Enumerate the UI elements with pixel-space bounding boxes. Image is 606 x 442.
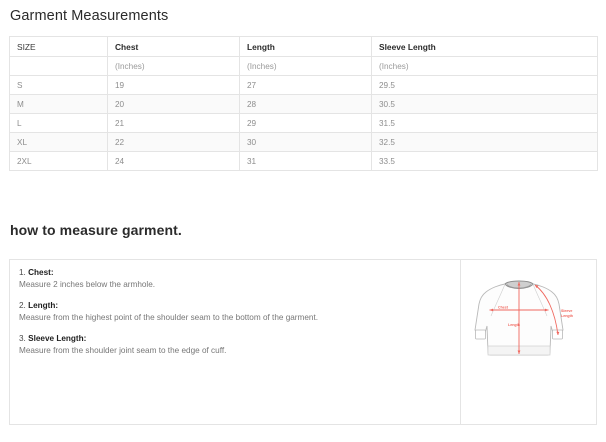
cell-length: 30 xyxy=(239,132,372,152)
unit-cell-size xyxy=(9,56,108,76)
cell-length: 28 xyxy=(239,94,372,114)
sleeve-measure-line xyxy=(534,284,559,336)
column-header-chest: Chest xyxy=(107,36,240,57)
step-name: Length: xyxy=(28,301,59,310)
column-header-length: Length xyxy=(239,36,372,57)
column-header-size: SIZE xyxy=(9,36,108,57)
step-body: Measure from the highest point of the sh… xyxy=(19,313,319,322)
step-heading: 1. Chest: xyxy=(19,267,450,279)
chest-arrow-right xyxy=(545,308,549,312)
chest-arrow-left xyxy=(489,308,493,312)
cell-sleeve: 32.5 xyxy=(371,132,598,152)
page-title: Garment Measurements xyxy=(10,8,169,24)
length-measure-label: Length xyxy=(508,323,520,327)
step-body: Measure from the shoulder joint seam to … xyxy=(19,346,227,355)
length-arrow-bottom xyxy=(517,350,521,354)
sleeve-measure-label-line2: Length xyxy=(561,314,573,318)
cell-sleeve: 29.5 xyxy=(371,75,598,95)
sleeve-measure-label-line1: Sleeve xyxy=(561,309,572,313)
size-chart-table: SIZE Chest Length Sleeve Length (Inches)… xyxy=(9,36,598,171)
table-unit-row: (Inches) (Inches) (Inches) xyxy=(9,56,598,76)
table-row: S 19 27 29.5 xyxy=(9,75,598,95)
instruction-step-length: 2. Length: Measure from the highest poin… xyxy=(19,300,450,324)
cell-chest: 20 xyxy=(107,94,240,114)
unit-cell-chest: (Inches) xyxy=(107,56,240,76)
step-heading: 2. Length: xyxy=(19,300,450,312)
sleeve-arrow-bottom xyxy=(556,331,560,335)
cell-size: XL xyxy=(9,132,108,152)
how-to-measure-title: how to measure garment. xyxy=(10,222,182,238)
how-to-measure-instructions: 1. Chest: Measure 2 inches below the arm… xyxy=(10,260,461,424)
table-row: 2XL 24 31 33.5 xyxy=(9,151,598,171)
cell-length: 27 xyxy=(239,75,372,95)
cell-sleeve: 30.5 xyxy=(371,94,598,114)
table-row: M 20 28 30.5 xyxy=(9,94,598,114)
cell-chest: 21 xyxy=(107,113,240,133)
cell-chest: 24 xyxy=(107,151,240,171)
cell-size: L xyxy=(9,113,108,133)
cell-length: 31 xyxy=(239,151,372,171)
unit-cell-sleeve: (Inches) xyxy=(371,56,598,76)
instruction-step-chest: 1. Chest: Measure 2 inches below the arm… xyxy=(19,267,450,291)
garment-diagram-cell: Chest Length Sleeve Length xyxy=(461,260,596,424)
cell-chest: 22 xyxy=(107,132,240,152)
step-name: Chest: xyxy=(28,268,54,277)
garment-seam-right xyxy=(532,283,548,317)
cell-size: S xyxy=(9,75,108,95)
unit-cell-length: (Inches) xyxy=(239,56,372,76)
sleeve-arrow-top xyxy=(535,285,539,288)
garment-cuff-left xyxy=(475,329,486,340)
length-arrow-top xyxy=(517,282,521,286)
instruction-step-sleeve-length: 3. Sleeve Length: Measure from the shoul… xyxy=(19,333,450,357)
cell-length: 29 xyxy=(239,113,372,133)
cell-sleeve: 33.5 xyxy=(371,151,598,171)
table-row: L 21 29 31.5 xyxy=(9,113,598,133)
step-number: 1. xyxy=(19,268,26,277)
how-to-measure-panel: 1. Chest: Measure 2 inches below the arm… xyxy=(9,259,597,425)
garment-seam-left xyxy=(490,283,506,317)
step-name: Sleeve Length: xyxy=(28,334,87,343)
step-number: 2. xyxy=(19,301,26,310)
step-heading: 3. Sleeve Length: xyxy=(19,333,450,345)
table-header-row: SIZE Chest Length Sleeve Length xyxy=(9,36,598,57)
cell-chest: 19 xyxy=(107,75,240,95)
step-body: Measure 2 inches below the armhole. xyxy=(19,280,156,289)
sweatshirt-diagram-icon: Chest Length Sleeve Length xyxy=(474,280,573,356)
chest-measure-label: Chest xyxy=(498,305,509,309)
cell-size: 2XL xyxy=(9,151,108,171)
table-row: XL 22 30 32.5 xyxy=(9,132,598,152)
step-number: 3. xyxy=(19,334,26,343)
column-header-sleeve-length: Sleeve Length xyxy=(371,36,598,57)
cell-sleeve: 31.5 xyxy=(371,113,598,133)
cell-size: M xyxy=(9,94,108,114)
